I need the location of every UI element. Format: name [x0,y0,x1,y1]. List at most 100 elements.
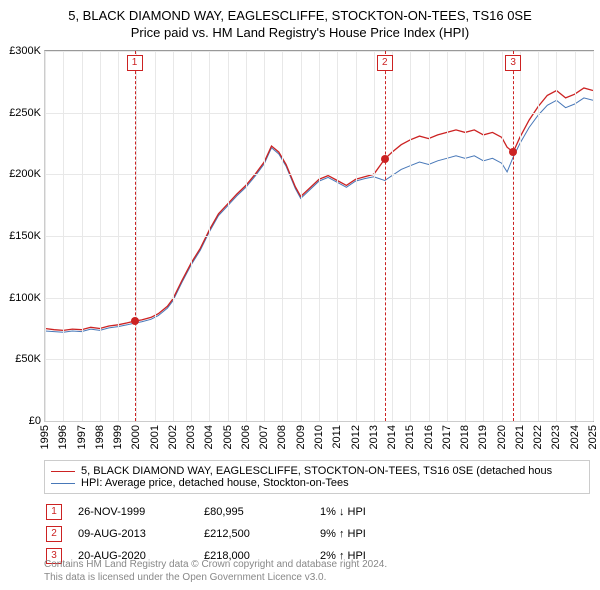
x-tick-label: 2005 [222,425,234,449]
y-tick-label: £100K [9,292,41,304]
event-badge: 2 [377,55,393,71]
x-tick-label: 2007 [258,425,270,449]
gridline-v [392,51,393,421]
y-tick-label: £250K [9,107,41,119]
x-tick-label: 2008 [276,425,288,449]
x-tick-label: 2015 [404,425,416,449]
gridline-v [264,51,265,421]
event-row-badge: 1 [46,504,62,520]
x-tick-label: 2020 [496,425,508,449]
gridline-v [447,51,448,421]
legend-item-property: 5, BLACK DIAMOND WAY, EAGLESCLIFFE, STOC… [51,465,583,477]
x-tick-label: 2022 [532,425,544,449]
gridline-v [209,51,210,421]
gridline-v [374,51,375,421]
gridline-v [538,51,539,421]
x-tick-label: 2017 [441,425,453,449]
event-marker-dot [509,148,517,156]
gridline-v [155,51,156,421]
gridline-v [100,51,101,421]
x-tick-label: 2009 [295,425,307,449]
x-tick-label: 2004 [203,425,215,449]
x-tick-label: 2018 [459,425,471,449]
gridline-v [502,51,503,421]
x-tick-label: 2023 [550,425,562,449]
event-price: £212,500 [204,524,318,544]
title-address: 5, BLACK DIAMOND WAY, EAGLESCLIFFE, STOC… [0,8,600,25]
x-tick-label: 1996 [57,425,69,449]
event-marker-dot [381,155,389,163]
footer-attribution: Contains HM Land Registry data © Crown c… [44,558,387,584]
gridline-v [45,51,46,421]
event-badge: 1 [127,55,143,71]
gridline-v [191,51,192,421]
chart-title-block: 5, BLACK DIAMOND WAY, EAGLESCLIFFE, STOC… [0,0,600,42]
x-tick-label: 2016 [423,425,435,449]
gridline-v [228,51,229,421]
gridline-v [136,51,137,421]
event-badge: 3 [505,55,521,71]
x-tick-label: 2014 [386,425,398,449]
x-tick-label: 2000 [130,425,142,449]
gridline-v [483,51,484,421]
event-diff: 1% ↓ HPI [320,502,380,522]
gridline-v [465,51,466,421]
gridline-v [410,51,411,421]
y-tick-label: £300K [9,45,41,57]
x-tick-label: 2003 [185,425,197,449]
x-tick-label: 2002 [167,425,179,449]
gridline-v [319,51,320,421]
y-tick-label: £200K [9,168,41,180]
event-price: £80,995 [204,502,318,522]
legend-label-hpi: HPI: Average price, detached house, Stoc… [81,477,349,489]
gridline-v [301,51,302,421]
event-diff: 9% ↑ HPI [320,524,380,544]
footer-line2: This data is licensed under the Open Gov… [44,571,387,584]
x-tick-label: 2006 [240,425,252,449]
gridline-v [520,51,521,421]
event-marker-dot [131,317,139,325]
legend-item-hpi: HPI: Average price, detached house, Stoc… [51,477,583,489]
event-date: 09-AUG-2013 [78,524,202,544]
gridline-v [593,51,594,421]
gridline-v [246,51,247,421]
event-line [385,51,386,421]
event-line [135,51,136,421]
x-tick-label: 2013 [368,425,380,449]
event-row-badge: 2 [46,526,62,542]
gridline-v [82,51,83,421]
x-tick-label: 2019 [477,425,489,449]
title-subtitle: Price paid vs. HM Land Registry's House … [0,25,600,42]
gridline-v [429,51,430,421]
event-date: 26-NOV-1999 [78,502,202,522]
y-tick-label: £150K [9,230,41,242]
legend-swatch-hpi [51,483,75,484]
x-tick-label: 2001 [149,425,161,449]
x-tick-label: 2010 [313,425,325,449]
gridline-v [118,51,119,421]
legend-box: 5, BLACK DIAMOND WAY, EAGLESCLIFFE, STOC… [44,460,590,494]
event-line [513,51,514,421]
x-tick-label: 2011 [331,425,343,449]
event-row: 2 09-AUG-2013£212,5009% ↑ HPI [46,524,380,544]
legend-label-property: 5, BLACK DIAMOND WAY, EAGLESCLIFFE, STOC… [81,465,552,477]
gridline-v [337,51,338,421]
x-tick-label: 2024 [569,425,581,449]
footer-line1: Contains HM Land Registry data © Crown c… [44,558,387,571]
chart-plot-area: £0£50K£100K£150K£200K£250K£300K199519961… [44,50,594,422]
x-tick-label: 2012 [350,425,362,449]
gridline-v [575,51,576,421]
y-tick-label: £50K [15,353,41,365]
legend-swatch-property [51,471,75,472]
x-tick-label: 2021 [514,425,526,449]
event-row: 1 26-NOV-1999£80,9951% ↓ HPI [46,502,380,522]
x-tick-label: 1995 [39,425,51,449]
gridline-v [282,51,283,421]
x-tick-label: 1999 [112,425,124,449]
x-tick-label: 1998 [94,425,106,449]
x-tick-label: 2025 [587,425,599,449]
gridline-v [63,51,64,421]
gridline-v [173,51,174,421]
x-tick-label: 1997 [76,425,88,449]
gridline-v [356,51,357,421]
